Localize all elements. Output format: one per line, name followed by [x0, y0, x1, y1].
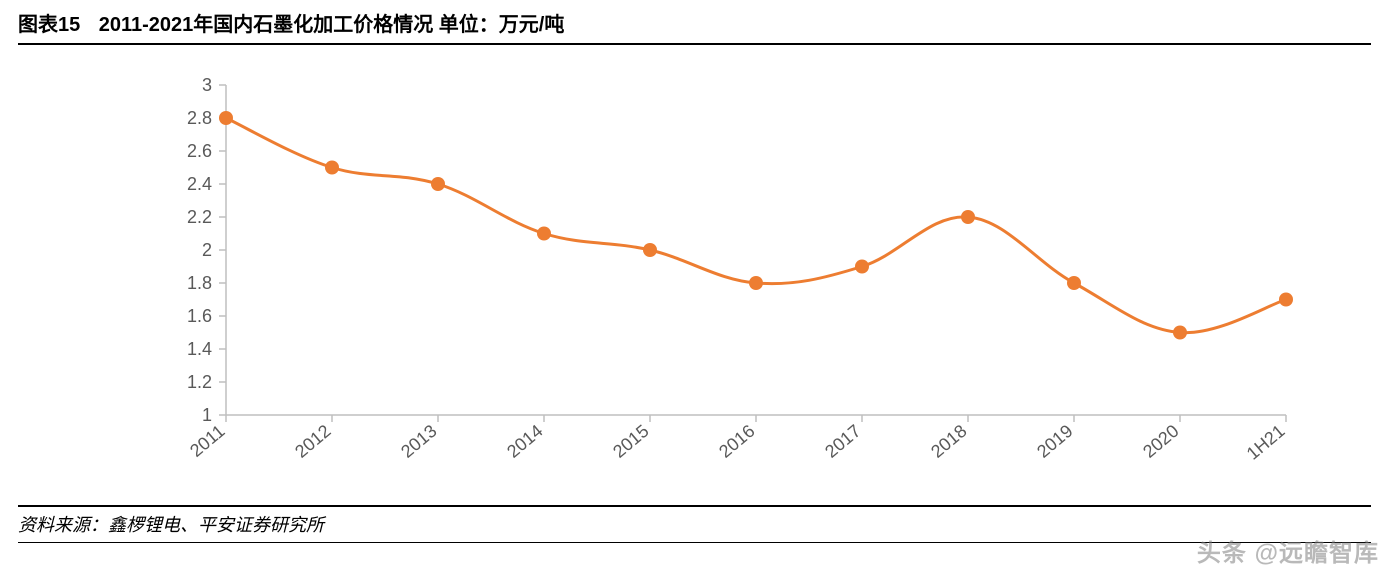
- svg-text:2011: 2011: [186, 421, 229, 461]
- svg-text:1.4: 1.4: [187, 339, 212, 359]
- source-line: 资料来源：鑫椤锂电、平安证券研究所: [18, 505, 1371, 543]
- chart-header: 图表15 2011-2021年国内石墨化加工价格情况 单位：万元/吨: [18, 0, 1371, 45]
- chart-area: 1 1.2 1.4 1.6 1.8 2 2.2 2.4 2.6 2.8 3 2011 2012 2013 2…: [18, 45, 1371, 505]
- source-text: 资料来源：鑫椤锂电、平安证券研究所: [18, 515, 324, 535]
- svg-text:2.2: 2.2: [187, 207, 212, 227]
- svg-text:2014: 2014: [503, 421, 547, 462]
- svg-text:3: 3: [202, 75, 212, 95]
- chart-number: 图表15: [18, 14, 80, 36]
- svg-text:2019: 2019: [1033, 421, 1077, 462]
- svg-text:2018: 2018: [927, 421, 971, 462]
- svg-text:1: 1: [202, 405, 212, 425]
- svg-text:2.8: 2.8: [187, 108, 212, 128]
- svg-text:2013: 2013: [397, 421, 441, 462]
- svg-text:2015: 2015: [609, 421, 653, 462]
- svg-text:2020: 2020: [1139, 421, 1183, 462]
- svg-text:1H21: 1H21: [1243, 421, 1289, 464]
- svg-text:1.2: 1.2: [187, 372, 212, 392]
- svg-text:2.6: 2.6: [187, 141, 212, 161]
- svg-text:2017: 2017: [821, 421, 865, 462]
- svg-text:2.4: 2.4: [187, 174, 212, 194]
- svg-text:2: 2: [202, 240, 212, 260]
- watermark: 头条 @远瞻智库: [1197, 533, 1379, 568]
- line-chart: 1 1.2 1.4 1.6 1.8 2 2.2 2.4 2.6 2.8 3 2011 2012 2013 2…: [18, 45, 1371, 505]
- svg-text:1.8: 1.8: [187, 273, 212, 293]
- svg-text:2012: 2012: [291, 421, 335, 462]
- svg-text:2016: 2016: [715, 421, 759, 462]
- chart-title: 2011-2021年国内石墨化加工价格情况 单位：万元/吨: [99, 14, 565, 36]
- svg-text:1.6: 1.6: [187, 306, 212, 326]
